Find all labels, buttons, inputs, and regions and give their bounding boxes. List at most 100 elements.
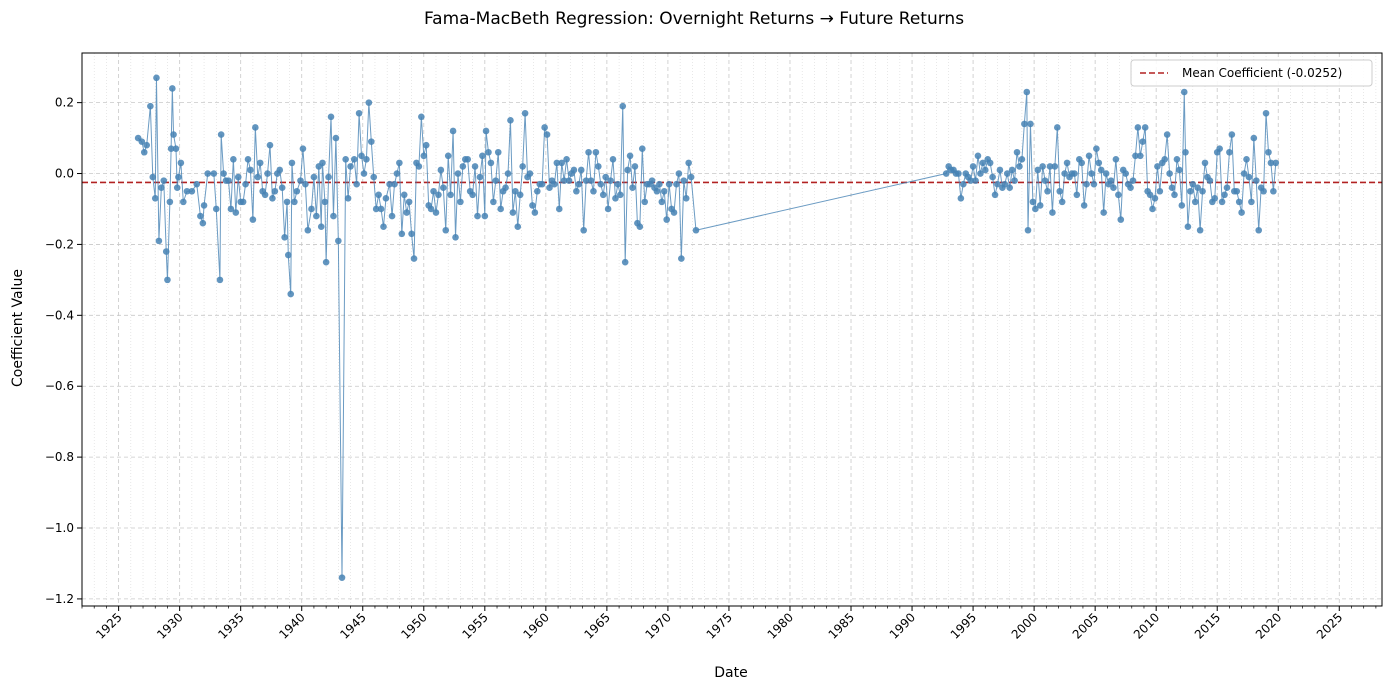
data-point: [287, 290, 295, 298]
data-point: [521, 109, 529, 117]
data-point: [1182, 148, 1189, 156]
data-point: [1097, 166, 1105, 174]
data-point: [167, 145, 175, 153]
data-point: [239, 198, 247, 206]
data-point: [534, 187, 541, 195]
data-point: [1034, 166, 1042, 174]
data-point: [648, 177, 656, 184]
x-tick-label: 2025: [1314, 610, 1345, 641]
data-point: [1137, 152, 1144, 160]
data-point: [1226, 148, 1233, 156]
data-point: [492, 177, 500, 184]
data-point: [592, 148, 600, 156]
data-point: [317, 223, 325, 230]
series-line: [137, 77, 1277, 578]
data-point: [1184, 223, 1192, 230]
data-point: [435, 191, 442, 199]
x-tick-label: 1955: [459, 610, 490, 641]
data-point: [358, 152, 365, 160]
data-point: [991, 191, 999, 199]
data-point: [482, 127, 490, 135]
data-point: [313, 212, 320, 220]
data-point: [457, 198, 464, 206]
data-point: [673, 180, 680, 188]
data-point: [344, 195, 352, 202]
data-point: [342, 156, 349, 163]
data-point: [1178, 202, 1186, 209]
data-point: [514, 223, 522, 230]
data-point: [1255, 226, 1263, 234]
data-point: [216, 276, 224, 284]
data-point: [1032, 205, 1039, 213]
data-point: [957, 195, 965, 202]
data-point: [396, 159, 403, 167]
x-tick-label: 1930: [154, 610, 185, 641]
data-point: [437, 166, 445, 174]
data-point: [512, 187, 519, 195]
data-point: [1161, 156, 1169, 163]
data-point: [440, 184, 447, 192]
data-point: [183, 187, 191, 195]
data-point: [1013, 148, 1021, 156]
data-point: [350, 156, 358, 163]
data-point: [432, 209, 440, 216]
data-point: [551, 180, 558, 188]
data-point: [375, 191, 382, 199]
x-tick-label: 2015: [1192, 610, 1223, 641]
data-point: [197, 212, 204, 220]
data-point: [546, 184, 553, 192]
data-point: [602, 173, 609, 181]
data-point: [1272, 159, 1280, 167]
data-point: [502, 184, 509, 192]
data-point: [1163, 131, 1171, 138]
data-point: [1166, 170, 1173, 177]
data-point: [1168, 184, 1176, 192]
data-point: [1141, 124, 1149, 131]
data-point: [519, 163, 526, 170]
data-point: [1154, 163, 1161, 170]
data-point: [365, 99, 373, 106]
data-point: [590, 187, 597, 195]
data-point: [1240, 170, 1248, 177]
data-point: [1260, 187, 1267, 195]
data-point: [553, 159, 561, 167]
data-point: [1001, 180, 1009, 188]
data-point: [422, 141, 430, 149]
data-point: [1088, 170, 1095, 177]
data-point: [447, 191, 454, 199]
y-tick-label: −0.4: [45, 308, 74, 322]
data-point: [1267, 159, 1275, 167]
data-point: [299, 145, 307, 153]
data-point: [660, 187, 668, 195]
data-point: [1018, 156, 1026, 163]
data-point: [607, 177, 614, 184]
data-point: [979, 159, 987, 167]
data-point: [1095, 159, 1103, 167]
data-point: [160, 177, 168, 184]
data-point: [494, 148, 502, 156]
data-point: [1054, 124, 1061, 131]
legend: Mean Coefficient (-0.0252): [1130, 59, 1373, 87]
data-point: [1006, 184, 1013, 192]
data-point: [516, 191, 524, 199]
data-point: [1046, 163, 1054, 170]
data-point: [430, 187, 437, 195]
data-point: [481, 212, 489, 220]
data-point: [541, 124, 548, 131]
data-point: [507, 117, 514, 124]
data-point: [974, 152, 982, 160]
data-point: [1221, 191, 1228, 199]
data-point: [1115, 191, 1122, 199]
data-point: [415, 163, 423, 170]
data-point: [1041, 177, 1049, 184]
data-point: [293, 187, 301, 195]
data-point: [269, 195, 276, 202]
data-point: [360, 170, 368, 177]
data-point: [382, 195, 390, 202]
data-point: [380, 223, 387, 230]
data-point: [565, 177, 573, 184]
data-point: [604, 205, 612, 213]
data-point: [1238, 209, 1245, 216]
x-tick-label: 2010: [1131, 610, 1162, 641]
